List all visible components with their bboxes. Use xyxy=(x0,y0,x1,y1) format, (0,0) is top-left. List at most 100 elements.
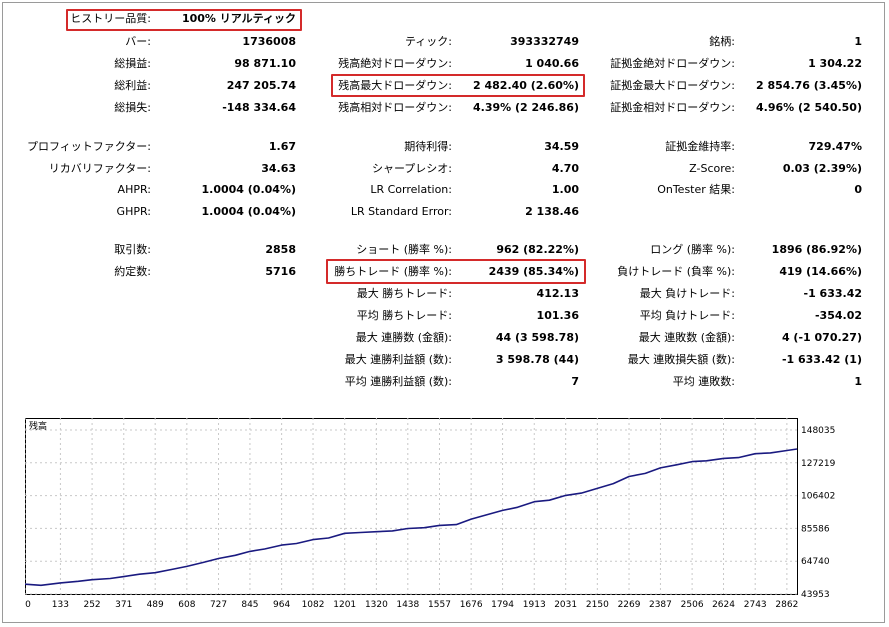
x-tick-label: 133 xyxy=(52,600,69,610)
stat-label: AHPR: xyxy=(117,183,151,196)
stat-label: 平均 連勝利益額 (数): xyxy=(344,375,452,388)
stat-label: 勝ちトレード (勝率 %): xyxy=(334,265,452,278)
stat-value: 100% リアルティック xyxy=(181,12,296,25)
stat-label: 最大 連勝利益額 (数): xyxy=(344,353,452,366)
stat-value: 962 (82.22%) xyxy=(496,243,579,256)
stat-label: リカバリファクター: xyxy=(48,162,151,175)
stat-label: 最大 連勝数 (金額): xyxy=(355,331,452,344)
stat-value: 1736008 xyxy=(242,35,296,48)
stat-value: -1 633.42 (1) xyxy=(781,353,862,366)
chart-title: 残高 xyxy=(29,420,47,432)
stat-label: 最大 負けトレード: xyxy=(639,287,735,300)
stat-label: 平均 連敗数: xyxy=(672,375,735,388)
stat-value: 1.0004 (0.04%) xyxy=(201,205,297,218)
y-tick-label: 106402 xyxy=(801,492,835,502)
stat-label: Z-Score: xyxy=(689,162,735,175)
stat-label: 期待利得: xyxy=(404,140,452,153)
stat-value: 3 598.78 (44) xyxy=(495,353,579,366)
x-tick-label: 1082 xyxy=(302,600,325,610)
stat-label: 残高最大ドローダウン: xyxy=(338,79,452,92)
x-tick-label: 1913 xyxy=(523,600,546,610)
x-tick-label: 845 xyxy=(241,600,258,610)
x-tick-label: 252 xyxy=(83,600,100,610)
stat-value: 419 (14.66%) xyxy=(779,265,862,278)
x-tick-label: 1676 xyxy=(460,600,483,610)
stat-label: プロフィットファクター: xyxy=(26,140,151,153)
stat-label: 平均 勝ちトレード: xyxy=(356,309,452,322)
y-tick-label: 43953 xyxy=(801,590,830,600)
stat-label: 総利益: xyxy=(114,79,151,92)
stat-label: ティック: xyxy=(404,35,452,48)
stat-value: 1.67 xyxy=(268,140,296,153)
stat-label: 取引数: xyxy=(114,243,151,256)
highlight-history-quality xyxy=(66,9,302,31)
stat-value: 729.47% xyxy=(808,140,862,153)
y-tick-label: 148035 xyxy=(801,426,835,436)
stat-value: 2439 (85.34%) xyxy=(488,265,579,278)
stat-value: 0 xyxy=(854,183,862,196)
stat-label: 証拠金相対ドローダウン: xyxy=(610,101,735,114)
plot-background xyxy=(25,418,798,595)
highlight-winning-trades xyxy=(326,259,586,284)
stat-label: 証拠金維持率: xyxy=(665,140,735,153)
x-tick-label: 489 xyxy=(147,600,164,610)
x-tick-label: 727 xyxy=(210,600,227,610)
stat-label: LR Correlation: xyxy=(370,183,452,196)
stat-value: 4.70 xyxy=(551,162,579,175)
stat-label: 最大 連敗損失額 (数): xyxy=(627,353,735,366)
stat-value: 34.63 xyxy=(261,162,296,175)
stat-label: バー: xyxy=(125,35,151,48)
stat-value: 2 482.40 (2.60%) xyxy=(473,79,579,92)
stat-label: 平均 負けトレード: xyxy=(639,309,735,322)
x-tick-label: 2743 xyxy=(744,600,767,610)
stat-label: ヒストリー品質: xyxy=(70,12,151,25)
stat-value: -1 633.42 xyxy=(803,287,863,300)
x-tick-label: 2269 xyxy=(618,600,641,610)
x-tick-label: 1320 xyxy=(365,600,388,610)
stat-label: 証拠金絶対ドローダウン: xyxy=(610,57,735,70)
x-tick-label: 2031 xyxy=(554,600,577,610)
highlight-balance-max-drawdown xyxy=(331,74,585,97)
x-tick-label: 1794 xyxy=(491,600,514,610)
stat-label: OnTester 結果: xyxy=(657,183,735,196)
balance-line xyxy=(24,448,798,587)
x-tick-label: 371 xyxy=(115,600,132,610)
stat-label: 総損益: xyxy=(114,57,151,70)
stat-value: 4.96% (2 540.50) xyxy=(756,101,862,114)
stat-value: 4 (-1 070.27) xyxy=(781,331,862,344)
stat-label: シャープレシオ: xyxy=(371,162,452,175)
x-tick-label: 1201 xyxy=(333,600,356,610)
stat-label: 負けトレード (負率 %): xyxy=(617,265,735,278)
stat-value: 2858 xyxy=(265,243,296,256)
stat-label: 総損失: xyxy=(114,101,151,114)
stat-value: 4.39% (2 246.86) xyxy=(473,101,579,114)
y-tick-label: 64740 xyxy=(801,557,830,567)
stat-value: 1 304.22 xyxy=(808,57,862,70)
stat-label: ショート (勝率 %): xyxy=(356,243,452,256)
stat-label: GHPR: xyxy=(116,205,151,218)
stat-value: 7 xyxy=(571,375,579,388)
stat-value: 1 xyxy=(854,375,862,388)
x-tick-label: 608 xyxy=(178,600,195,610)
stat-value: 34.59 xyxy=(544,140,579,153)
stat-value: 98 871.10 xyxy=(234,57,296,70)
stat-value: 1.0004 (0.04%) xyxy=(201,183,297,196)
stat-value: 44 (3 598.78) xyxy=(495,331,579,344)
stat-value: 393332749 xyxy=(510,35,579,48)
stat-value: -354.02 xyxy=(814,309,862,322)
stat-value: 101.36 xyxy=(536,309,579,322)
stat-label: LR Standard Error: xyxy=(350,205,452,218)
stat-value: 412.13 xyxy=(536,287,579,300)
stat-value: 1.00 xyxy=(551,183,579,196)
x-tick-label: 2506 xyxy=(681,600,704,610)
y-tick-label: 85586 xyxy=(801,524,830,534)
x-tick-label: 2862 xyxy=(775,600,798,610)
x-tick-label: 2387 xyxy=(649,600,672,610)
stat-label: 最大 連敗数 (金額): xyxy=(638,331,735,344)
stat-value: 2 138.46 xyxy=(525,205,579,218)
x-tick-label: 2150 xyxy=(586,600,609,610)
stat-value: 0.03 (2.39%) xyxy=(782,162,862,175)
stat-value: 5716 xyxy=(265,265,296,278)
stat-label: 証拠金最大ドローダウン: xyxy=(610,79,735,92)
